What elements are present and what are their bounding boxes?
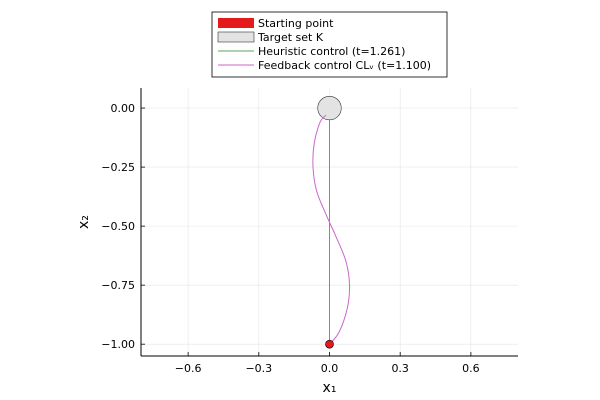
y-tick-label: −0.50 bbox=[101, 220, 135, 233]
legend-label-feedback-control: Feedback control CLᵥ (t=1.100) bbox=[258, 59, 431, 72]
axes: −0.6 −0.3 0.0 0.3 0.6 0.00 −0.25 −0.50 −0.75 −1.0… bbox=[76, 88, 518, 396]
target-set-circle bbox=[317, 95, 342, 121]
y-tick-label: 0.00 bbox=[111, 102, 136, 115]
x-tick-label: −0.3 bbox=[245, 362, 272, 375]
legend-label-heuristic-control: Heuristic control (t=1.261) bbox=[258, 45, 405, 58]
legend-label-target-set: Target set K bbox=[257, 31, 324, 44]
x-tick-label: 0.3 bbox=[391, 362, 409, 375]
series-line-feedback-control bbox=[312, 114, 351, 345]
x-tick-label: −0.6 bbox=[175, 362, 202, 375]
legend-label-starting-point: Starting point bbox=[258, 17, 334, 30]
plot-area bbox=[312, 95, 351, 349]
legend-swatch-starting-point bbox=[218, 18, 254, 28]
y-axis-label: x₂ bbox=[76, 215, 92, 229]
y-tick-label: −0.25 bbox=[101, 161, 135, 174]
x-tick-label: 0.0 bbox=[321, 362, 339, 375]
y-tick-label: −1.00 bbox=[101, 338, 135, 351]
legend-swatch-target-set bbox=[217, 31, 255, 43]
x-axis-label: x₁ bbox=[323, 380, 337, 396]
y-tick-label: −0.75 bbox=[101, 279, 135, 292]
x-tick-label: 0.6 bbox=[462, 362, 480, 375]
starting-point-marker bbox=[325, 339, 334, 349]
